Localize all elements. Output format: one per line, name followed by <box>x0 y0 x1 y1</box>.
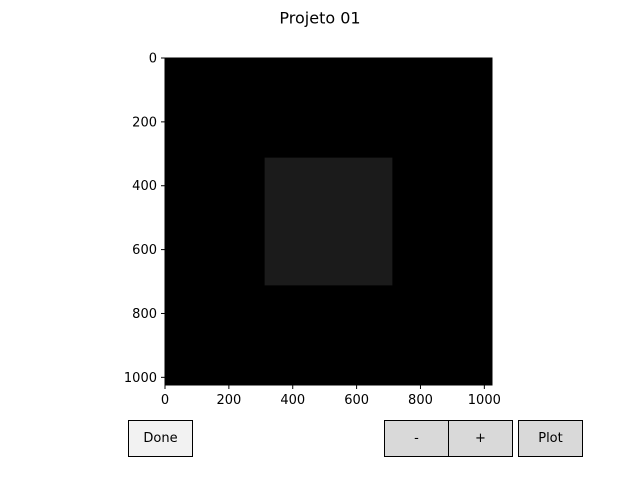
x-tick-label: 400 <box>280 393 305 408</box>
plot-button[interactable]: Plot <box>518 420 583 457</box>
y-tick-label: 0 <box>149 52 157 67</box>
x-tick-label: 600 <box>344 393 369 408</box>
y-tick-label: 800 <box>132 307 157 322</box>
x-tick-label: 0 <box>161 393 169 408</box>
y-tick-label: 400 <box>132 179 157 194</box>
x-tick-label: 1000 <box>468 393 501 408</box>
y-tick-label: 600 <box>132 243 157 258</box>
decrease-button[interactable]: - <box>384 420 449 457</box>
x-tick-label: 200 <box>216 393 241 408</box>
increase-button[interactable]: + <box>448 420 513 457</box>
figure-title: Projeto 01 <box>279 9 360 28</box>
image-axes: 0 200 400 600 800 1000 0 200 400 600 800 1000 <box>124 52 501 409</box>
y-tick-label: 1000 <box>124 371 157 386</box>
axes-frame <box>164 57 493 386</box>
x-tick-label: 800 <box>408 393 433 408</box>
image-region-0 <box>264 157 393 286</box>
done-button[interactable]: Done <box>128 420 193 457</box>
y-tick-label: 200 <box>132 115 157 130</box>
